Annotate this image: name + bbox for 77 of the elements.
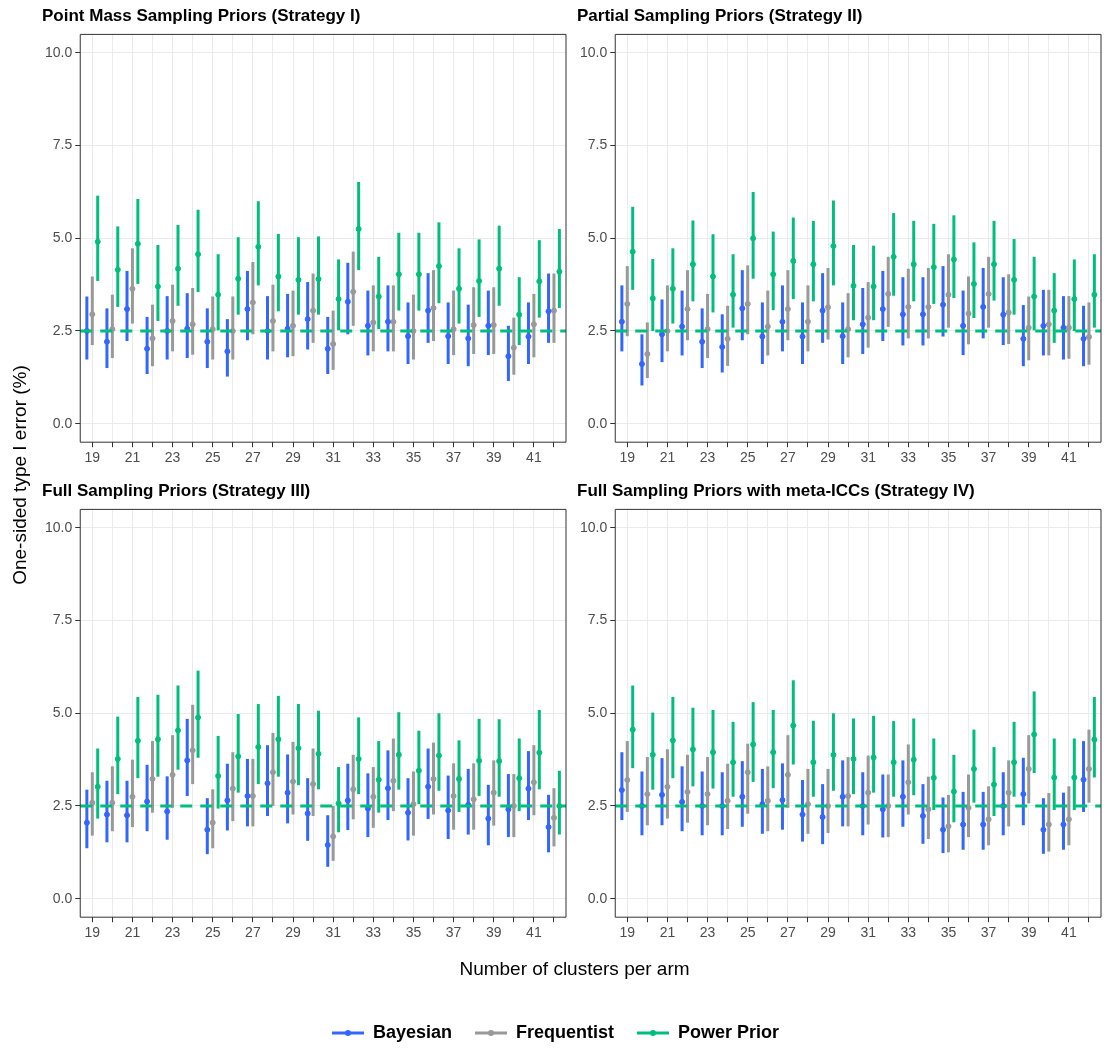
x-axis-title: Number of clusters per arm xyxy=(458,958,691,980)
y-tick-label: 2.5 xyxy=(587,321,608,338)
x-tick-label: 41 xyxy=(526,449,542,466)
y-tick-label: 0.0 xyxy=(52,889,73,906)
x-tick-label: 21 xyxy=(124,449,141,466)
x-tick-label: 41 xyxy=(526,924,542,941)
y-tick-label: 7.5 xyxy=(52,136,73,153)
y-tick-label: 10.0 xyxy=(45,518,73,535)
x-tick-label: 37 xyxy=(980,924,997,941)
y-tick-label: 7.5 xyxy=(587,136,608,153)
x-tick-label: 37 xyxy=(980,449,997,466)
y-axis-title: One-sided type I error (%) xyxy=(9,365,31,585)
x-tick-label: 33 xyxy=(900,924,917,941)
x-tick-label: 31 xyxy=(860,449,877,466)
x-tick-label: 39 xyxy=(485,924,502,941)
y-tick-label: 0.0 xyxy=(52,414,73,431)
x-tick-label: 25 xyxy=(739,449,756,466)
x-tick-label: 19 xyxy=(84,924,101,941)
x-tick-label: 27 xyxy=(780,924,796,941)
x-tick-label: 33 xyxy=(900,449,917,466)
x-tick-label: 27 xyxy=(245,449,261,466)
x-tick-label: 23 xyxy=(164,449,181,466)
x-tick-label: 31 xyxy=(325,924,342,941)
y-tick-label: 2.5 xyxy=(587,796,608,813)
y-tick-label: 7.5 xyxy=(587,611,608,628)
y-tick-label: 5.0 xyxy=(52,704,73,721)
x-tick-label: 25 xyxy=(204,449,221,466)
x-tick-label: 37 xyxy=(445,924,462,941)
x-tick-label: 29 xyxy=(820,449,837,466)
chart-title: Point Mass Sampling Priors (Strategy I) xyxy=(42,5,361,25)
x-tick-label: 21 xyxy=(659,924,676,941)
x-tick-label: 23 xyxy=(699,924,716,941)
x-tick-label: 29 xyxy=(285,449,302,466)
x-tick-label: 31 xyxy=(860,924,877,941)
x-tick-label: 19 xyxy=(84,449,101,466)
legend-label: Power Prior xyxy=(678,1022,780,1043)
x-tick-label: 41 xyxy=(1061,924,1077,941)
y-tick-label: 0.0 xyxy=(587,889,608,906)
y-tick-label: 10.0 xyxy=(580,43,608,60)
x-tick-label: 19 xyxy=(619,924,636,941)
x-tick-label: 19 xyxy=(619,449,636,466)
chart-title: Partial Sampling Priors (Strategy II) xyxy=(577,5,863,25)
x-tick-label: 35 xyxy=(405,449,422,466)
x-tick-label: 29 xyxy=(285,924,302,941)
y-tick-label: 10.0 xyxy=(45,43,73,60)
legend-label: Bayesian xyxy=(372,1022,452,1043)
y-tick-label: 0.0 xyxy=(587,414,608,431)
x-tick-label: 27 xyxy=(245,924,261,941)
x-tick-label: 41 xyxy=(1061,449,1077,466)
x-tick-label: 39 xyxy=(1020,449,1037,466)
x-tick-label: 39 xyxy=(1020,924,1037,941)
y-tick-label: 7.5 xyxy=(52,611,73,628)
x-tick-label: 21 xyxy=(659,449,676,466)
x-tick-label: 25 xyxy=(739,924,756,941)
chart-title: Full Sampling Priors with meta-ICCs (Strategy IV) xyxy=(577,480,975,500)
y-tick-label: 5.0 xyxy=(587,704,608,721)
chart-title: Full Sampling Priors (Strategy III) xyxy=(42,480,311,500)
x-tick-label: 33 xyxy=(365,924,382,941)
x-tick-label: 21 xyxy=(124,924,141,941)
x-tick-label: 27 xyxy=(780,449,796,466)
x-tick-label: 37 xyxy=(445,449,462,466)
x-tick-label: 29 xyxy=(820,924,837,941)
y-tick-label: 5.0 xyxy=(52,229,73,246)
x-tick-label: 35 xyxy=(405,924,422,941)
y-tick-label: 2.5 xyxy=(52,796,73,813)
x-tick-label: 33 xyxy=(365,449,382,466)
legend-label: Frequentist xyxy=(516,1022,615,1043)
x-tick-label: 23 xyxy=(699,449,716,466)
x-tick-label: 23 xyxy=(164,924,181,941)
y-tick-label: 10.0 xyxy=(580,518,608,535)
x-tick-label: 25 xyxy=(204,924,221,941)
y-tick-label: 2.5 xyxy=(52,321,73,338)
x-tick-label: 31 xyxy=(325,449,342,466)
x-tick-label: 39 xyxy=(485,449,502,466)
x-tick-label: 35 xyxy=(940,924,957,941)
x-tick-label: 35 xyxy=(940,449,957,466)
y-tick-label: 5.0 xyxy=(587,229,608,246)
